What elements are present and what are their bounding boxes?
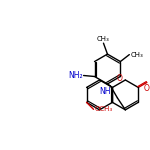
Text: NH₂: NH₂ bbox=[68, 71, 83, 80]
Text: O: O bbox=[144, 84, 150, 93]
Text: OCH₃: OCH₃ bbox=[94, 106, 113, 112]
Text: CH₃: CH₃ bbox=[130, 52, 143, 58]
Text: NH: NH bbox=[99, 87, 111, 96]
Text: O: O bbox=[117, 75, 122, 84]
Text: CH₃: CH₃ bbox=[97, 36, 110, 42]
